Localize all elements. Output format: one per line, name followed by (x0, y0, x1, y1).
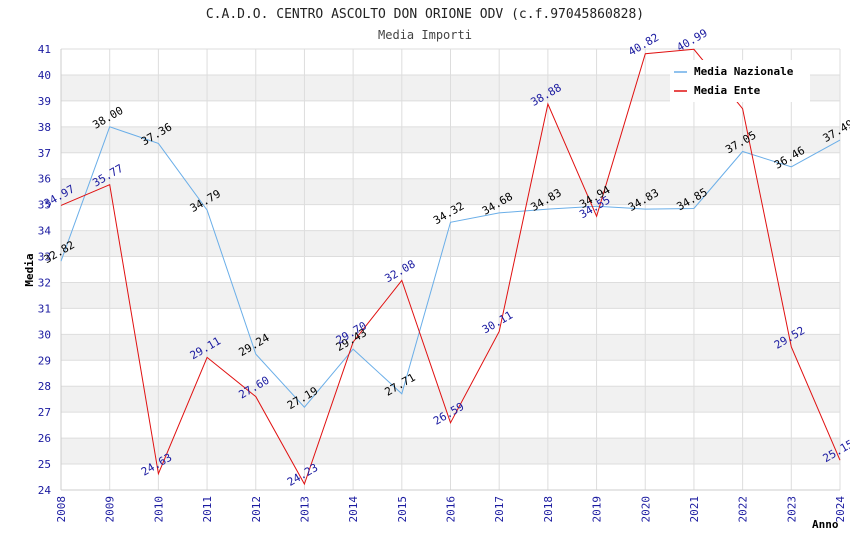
y-tick-label: 28 (38, 380, 51, 393)
y-tick-label: 33 (38, 251, 51, 264)
y-tick-label: 40 (38, 69, 51, 82)
x-tick-label: 2011 (201, 496, 214, 523)
y-axis-ticks: 24 25 26 27 28 29 30 31 32 33 34 35 36 37 38 39 40 41 (38, 43, 52, 497)
x-tick-label: 2015 (396, 496, 409, 523)
data-label-ente: 24.23 (285, 461, 320, 489)
x-axis-ticks: 2008 2009 2010 2011 2012 2013 2014 2015 2016 2017… (55, 496, 847, 523)
series-line-media-nazionale (60, 126, 841, 408)
y-tick-label: 31 (38, 302, 51, 315)
y-tick-label: 25 (38, 458, 51, 471)
legend: Media Nazionale Media Ente (670, 60, 810, 102)
x-tick-label: 2022 (737, 496, 750, 523)
data-label-ente: 30.11 (480, 309, 515, 337)
y-tick-label: 29 (38, 354, 51, 367)
x-tick-label: 2017 (493, 496, 506, 523)
x-tick-label: 2012 (250, 496, 263, 523)
y-tick-label: 36 (38, 173, 51, 186)
x-tick-label: 2018 (542, 496, 555, 523)
y-tick-label: 30 (38, 328, 51, 341)
chart-subtitle: Media Importi (378, 28, 472, 42)
data-label-nazionale: 32.82 (42, 238, 77, 266)
x-tick-label: 2008 (55, 496, 68, 523)
y-tick-label: 32 (38, 276, 51, 289)
y-tick-label: 35 (38, 199, 51, 212)
x-tick-label: 2021 (688, 496, 701, 523)
y-axis-label: Media (23, 253, 36, 286)
chart-title: C.A.D.O. CENTRO ASCOLTO DON ORIONE ODV (… (206, 7, 644, 22)
x-tick-label: 2010 (152, 496, 165, 523)
x-tick-label: 2019 (591, 496, 604, 523)
legend-label-media-nazionale: Media Nazionale (694, 65, 794, 78)
legend-label-media-ente: Media Ente (694, 84, 761, 97)
x-tick-label: 2024 (834, 496, 847, 523)
y-tick-label: 39 (38, 95, 51, 108)
y-tick-label: 38 (38, 121, 51, 134)
data-label-ente: 40.99 (675, 26, 710, 54)
data-label-ente: 32.08 (382, 257, 417, 285)
legend-box (670, 60, 810, 102)
data-label-ente: 40.82 (626, 31, 661, 59)
x-tick-label: 2009 (104, 496, 117, 523)
data-label-ente: 34.97 (42, 182, 77, 210)
x-tick-label: 2014 (347, 496, 360, 523)
y-tick-label: 41 (38, 43, 51, 56)
y-tick-label: 24 (38, 484, 52, 497)
x-tick-label: 2020 (639, 496, 652, 523)
x-tick-label: 2013 (298, 496, 311, 523)
x-tick-label: 2016 (445, 496, 458, 523)
y-tick-label: 27 (38, 406, 51, 419)
y-tick-label: 37 (38, 147, 51, 160)
x-axis-label: Anno (812, 518, 839, 531)
y-tick-label: 34 (38, 225, 52, 238)
y-tick-label: 26 (38, 432, 51, 445)
x-tick-label: 2023 (785, 496, 798, 523)
